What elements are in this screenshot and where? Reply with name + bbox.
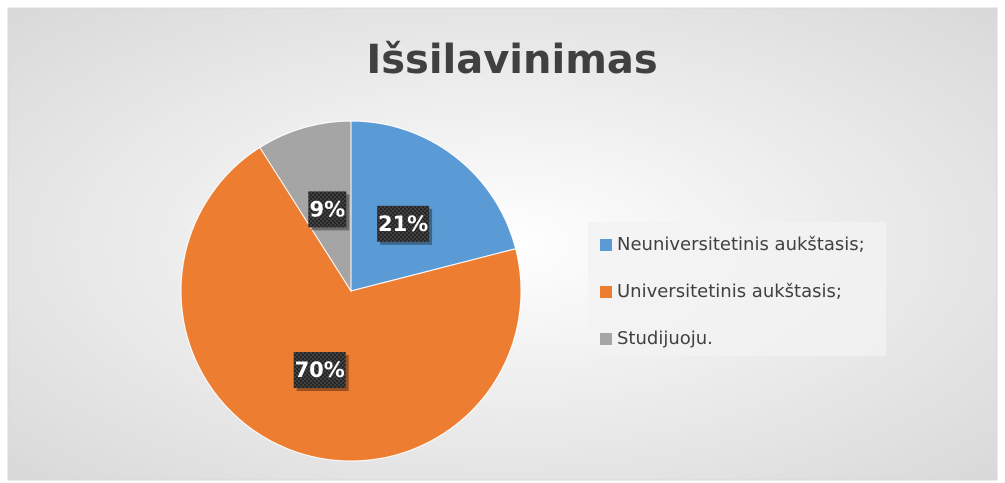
pie-slice: [180, 146, 522, 462]
legend-swatch: [600, 286, 612, 298]
legend-swatch: [600, 239, 612, 251]
label-box: [293, 352, 346, 389]
data-label: 70%: [295, 358, 345, 382]
data-label: 21%: [378, 212, 428, 236]
pie-slice: [259, 120, 352, 293]
legend-label: Studijuoju.: [617, 328, 713, 349]
pie-slice: [350, 120, 517, 292]
data-label: 9%: [309, 197, 345, 221]
label-box: [308, 191, 347, 228]
legend-label: Universitetinis aukštasis;: [617, 281, 842, 302]
label-box: [377, 205, 430, 242]
legend-box: [588, 222, 886, 356]
legend-swatch: [600, 333, 612, 345]
legend-label: Neuniversitetinis aukštasis;: [617, 234, 865, 255]
chart-title: Išsilavinimas: [366, 37, 657, 83]
